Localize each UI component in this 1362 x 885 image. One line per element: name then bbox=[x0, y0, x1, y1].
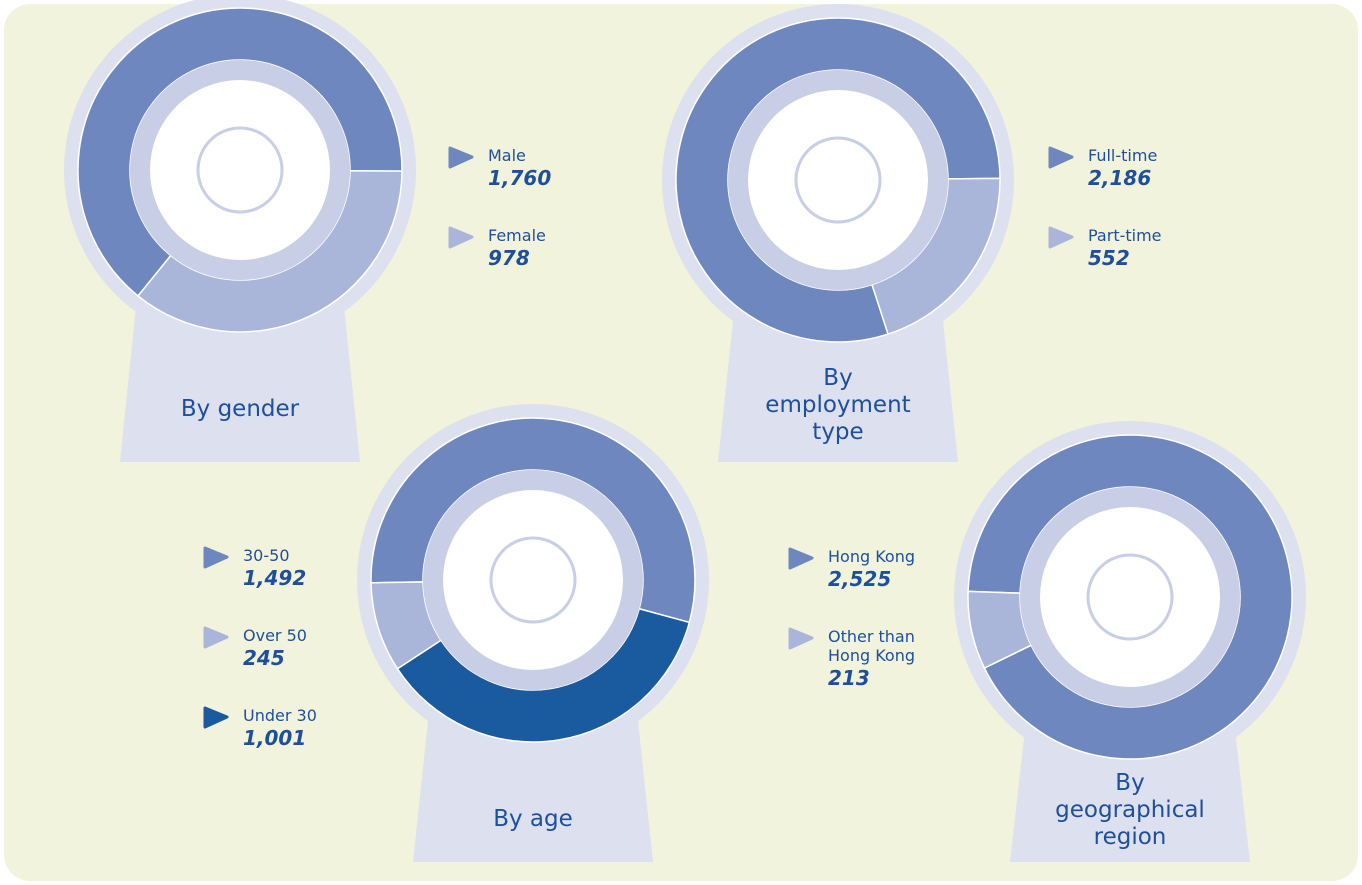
legend-label: Other than Hong Kong bbox=[828, 627, 915, 665]
value-label: 213 bbox=[828, 666, 870, 690]
legend-marker bbox=[203, 546, 229, 569]
center bbox=[150, 80, 330, 260]
legend-label: Female bbox=[488, 226, 546, 245]
chart-title: By employment type bbox=[765, 365, 911, 445]
legend-marker bbox=[788, 547, 814, 570]
center bbox=[748, 90, 928, 270]
legend-label: Full-time bbox=[1088, 146, 1158, 165]
legend-label: Hong Kong bbox=[828, 547, 915, 566]
legend-marker bbox=[203, 706, 229, 729]
legend-marker bbox=[448, 146, 474, 169]
legend-marker bbox=[1048, 226, 1074, 249]
center bbox=[443, 490, 623, 670]
chart-title: By geographical region bbox=[1055, 770, 1205, 850]
chart-title: By age bbox=[493, 806, 573, 832]
value-label: 245 bbox=[243, 646, 285, 670]
legend-label: Part-time bbox=[1088, 226, 1162, 245]
value-label: 1,760 bbox=[488, 166, 552, 190]
value-label: 1,001 bbox=[243, 726, 307, 750]
legend-label: Over 50 bbox=[243, 626, 307, 645]
icon bbox=[196, 126, 284, 214]
value-label: 552 bbox=[1088, 246, 1130, 270]
donut-segment bbox=[967, 434, 1293, 760]
value-label: 2,186 bbox=[1088, 166, 1152, 190]
value-label: 1,492 bbox=[243, 566, 307, 590]
icon bbox=[1086, 553, 1174, 641]
center bbox=[1040, 507, 1220, 687]
icon bbox=[794, 136, 882, 224]
legend-marker bbox=[203, 626, 229, 649]
value-label: 2,525 bbox=[828, 567, 892, 591]
legend-marker bbox=[1048, 146, 1074, 169]
value-label: 978 bbox=[488, 246, 530, 270]
chart-title: By gender bbox=[180, 396, 300, 422]
icon bbox=[489, 536, 577, 624]
legend-label: 30-50 bbox=[243, 546, 290, 565]
legend-label: Under 30 bbox=[243, 706, 317, 725]
legend-label: Male bbox=[488, 146, 526, 165]
legend-marker bbox=[788, 627, 814, 650]
legend-marker bbox=[448, 226, 474, 249]
